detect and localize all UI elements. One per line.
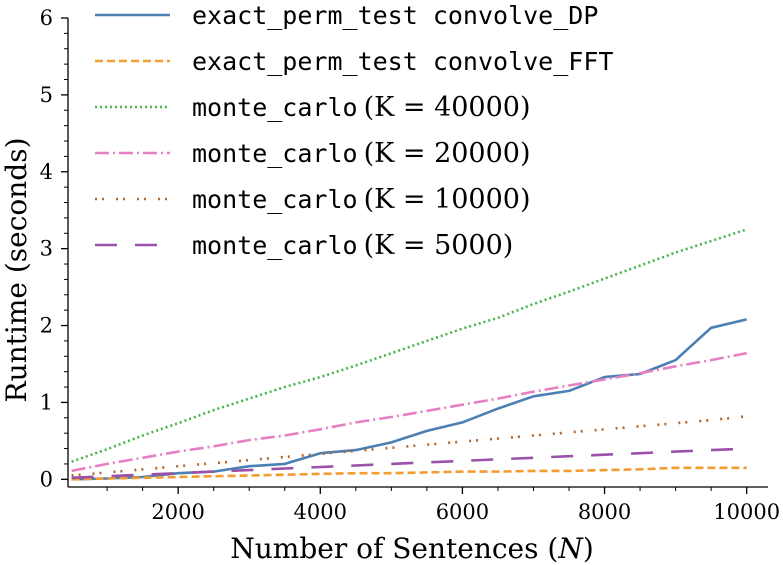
legend-label-1: exact_perm_test convolve_DP (192, 1, 598, 30)
series-layer (71, 228, 748, 481)
x-tick-label: 8000 (578, 500, 631, 524)
legend-label-6: monte_carlo (K = 5000) (192, 230, 513, 261)
y-tick-label: 6 (40, 6, 53, 30)
y-tick-label: 0 (40, 467, 53, 491)
series-line-1 (71, 318, 747, 481)
series-line-2 (71, 466, 747, 481)
legend-label-4: monte_carlo (K = 20000) (192, 138, 531, 169)
x-tick-label: 6000 (436, 500, 489, 524)
legend-label-code: monte_carlo (192, 231, 358, 260)
y-tick-label: 4 (40, 160, 53, 184)
y-tick-label: 2 (40, 314, 53, 338)
legend-label-code: monte_carlo (192, 185, 358, 214)
series-line-3 (71, 228, 748, 463)
x-axis-label: Number of Sentences (N) (230, 532, 594, 565)
y-tick-label: 1 (40, 390, 53, 414)
legend: exact_perm_test convolve_DP exact_perm_te… (95, 1, 613, 261)
legend-label-param: (K = 40000) (364, 92, 531, 123)
y-tick-label: 3 (40, 237, 53, 261)
legend-label-code: monte_carlo (192, 139, 358, 168)
legend-label-param: (K = 20000) (364, 138, 531, 169)
series-line-6 (71, 447, 747, 480)
legend-label-2: exact_perm_test convolve_FFT (192, 47, 613, 76)
x-tick-label: 10000 (713, 500, 780, 524)
x-tick-label: 4000 (294, 500, 347, 524)
axes-layer: 2000 4000 6000 8000 10000 0 1 2 3 4 5 6 (40, 6, 780, 524)
legend-label-code: monte_carlo (192, 93, 358, 122)
legend-label-5: monte_carlo (K = 10000) (192, 184, 531, 215)
series-line-4 (71, 351, 747, 473)
legend-label-code: exact_perm_test convolve_FFT (192, 47, 613, 76)
legend-label-3: monte_carlo (K = 40000) (192, 92, 531, 123)
legend-label-param: (K = 10000) (364, 184, 531, 215)
y-tick-label: 5 (40, 83, 53, 107)
legend-label-code: exact_perm_test convolve_DP (192, 1, 598, 30)
series-line-5 (71, 415, 747, 477)
y-axis-label: Runtime (seconds) (0, 137, 33, 402)
x-tick-label: 2000 (151, 500, 204, 524)
legend-label-param: (K = 5000) (364, 230, 514, 261)
